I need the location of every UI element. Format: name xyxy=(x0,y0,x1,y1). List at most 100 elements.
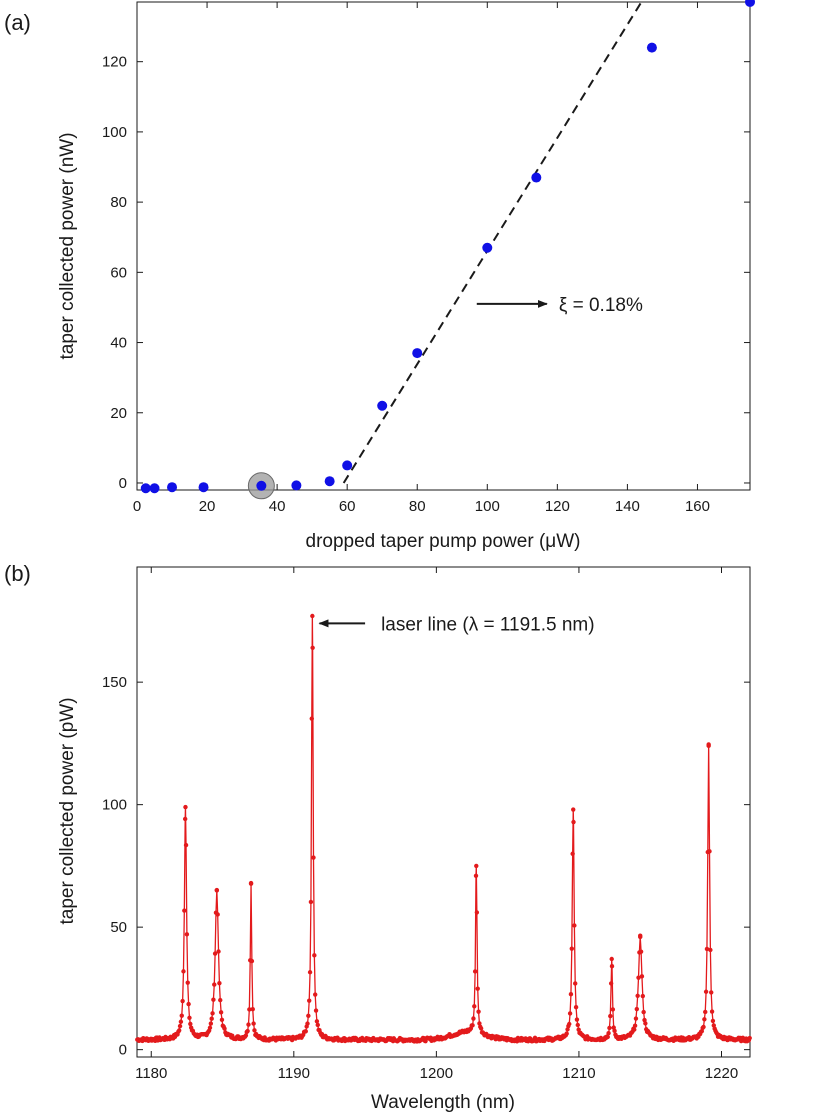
x-tick-label: 100 xyxy=(475,498,500,515)
y-tick-label: 40 xyxy=(110,335,127,352)
spectrum-point xyxy=(470,1023,475,1028)
data-point xyxy=(377,400,388,411)
data-point xyxy=(291,480,302,491)
data-point xyxy=(167,482,178,493)
spectrum-point xyxy=(610,1007,616,1012)
x-tick-label: 1200 xyxy=(420,1065,453,1082)
spectrum-point xyxy=(643,1021,648,1026)
spectrum-point xyxy=(636,975,641,980)
spectrum-point xyxy=(476,1009,481,1014)
spectrum-point xyxy=(477,1021,482,1026)
spectrum-point xyxy=(608,981,614,986)
chart-a-y-axis-label: taper collected power (nW) xyxy=(57,132,78,359)
spectrum-point xyxy=(709,1009,715,1014)
spectrum-point xyxy=(209,1016,214,1021)
spectrum-point xyxy=(310,613,315,619)
spectrum-point xyxy=(248,880,254,886)
data-point xyxy=(324,476,335,487)
spectrum-point xyxy=(706,743,711,749)
panel-b-label: (b) xyxy=(4,561,31,586)
chart-a-x-axis-label: dropped taper pump power (μW) xyxy=(306,531,581,552)
spectrum-point xyxy=(214,888,220,893)
xi-annotation-label: ξ = 0.18% xyxy=(559,295,643,316)
spectrum-point xyxy=(607,1025,612,1031)
chart-b-annotation: laser line (λ = 1191.5 nm) xyxy=(318,614,595,635)
spectrum-point xyxy=(218,1010,224,1015)
spectrum-point xyxy=(641,1009,646,1015)
spectrum-point xyxy=(252,1028,257,1033)
y-tick-label: 0 xyxy=(119,475,127,492)
fit-line xyxy=(342,1,643,484)
spectrum-line xyxy=(137,615,751,1044)
spectrum-point xyxy=(569,946,574,951)
spectrum-point xyxy=(312,953,317,958)
chart-b-y-axis-label: taper collected power (pW) xyxy=(57,697,78,924)
spectrum-point xyxy=(212,951,218,956)
spectrum-point xyxy=(182,816,188,822)
x-tick-label: 40 xyxy=(269,498,286,515)
spectrum-point xyxy=(474,863,479,869)
spectrum-point xyxy=(571,807,576,812)
spectrum-point xyxy=(210,1011,215,1016)
spectrum-point xyxy=(703,1009,708,1015)
data-point xyxy=(149,483,160,494)
spectrum-point xyxy=(609,964,615,969)
spectrum-point xyxy=(565,1027,570,1032)
spectrum-point xyxy=(707,849,712,854)
spectrum-point xyxy=(211,997,216,1002)
spectrum-point xyxy=(609,956,614,962)
data-point xyxy=(531,172,542,183)
spectrum-point xyxy=(574,1017,580,1022)
spectrum-point xyxy=(181,969,186,974)
spectrum-point xyxy=(184,932,190,937)
spectrum-point xyxy=(310,645,315,650)
spectrum-point xyxy=(642,1017,647,1023)
data-point xyxy=(412,348,423,359)
x-tick-label: 60 xyxy=(339,498,356,515)
spectrum-point xyxy=(308,899,314,905)
spectrum-point xyxy=(217,980,222,986)
spectrum-point xyxy=(478,1026,484,1031)
data-point xyxy=(140,483,151,494)
spectrum-point xyxy=(183,842,189,848)
spectrum-point xyxy=(572,923,577,928)
data-point xyxy=(342,460,353,471)
spectrum-point xyxy=(305,1021,310,1026)
spectrum-point xyxy=(606,1030,611,1036)
chart-b-spectrum xyxy=(135,613,752,1044)
x-tick-label: 20 xyxy=(199,498,216,515)
y-tick-label: 80 xyxy=(110,194,127,211)
chart-a-frame xyxy=(136,1,751,491)
spectrum-point xyxy=(638,934,643,940)
y-tick-label: 150 xyxy=(102,674,127,691)
spectrum-point xyxy=(632,1027,637,1032)
spectrum-point xyxy=(218,997,223,1003)
y-tick-label: 100 xyxy=(102,797,127,814)
spectrum-point xyxy=(702,1017,707,1022)
spectrum-point xyxy=(634,1006,640,1012)
spectrum-point xyxy=(188,1021,193,1027)
spectrum-point xyxy=(573,1004,579,1010)
spectrum-point xyxy=(471,1016,476,1021)
spectrum-point xyxy=(177,1023,183,1029)
spectrum-point xyxy=(612,1028,617,1034)
spectrum-point xyxy=(186,1001,191,1007)
spectrum-point xyxy=(212,982,217,987)
x-tick-label: 120 xyxy=(545,498,570,515)
laser-line-annotation-label: laser line (λ = 1191.5 nm) xyxy=(381,614,595,635)
spectrum-point xyxy=(180,998,185,1004)
x-tick-label: 160 xyxy=(685,498,710,515)
chart-a-points xyxy=(140,0,755,500)
spectrum-point xyxy=(307,998,312,1003)
data-point xyxy=(646,42,657,53)
y-tick-label: 20 xyxy=(110,405,127,422)
spectrum-point xyxy=(567,1011,573,1016)
chart-a-y-ticks: 0 20 40 60 80 100 120 xyxy=(102,54,750,492)
spectrum-point xyxy=(216,949,221,954)
chart-b: 1180 1190 1200 1210 1220 0 50 100 150 laser lin… xyxy=(57,566,752,1113)
chart-b-x-ticks: 1180 1190 1200 1210 1220 xyxy=(135,567,738,1082)
chart-a-annotation: ξ = 0.18% xyxy=(476,295,643,316)
data-point xyxy=(256,480,267,491)
spectrum-point xyxy=(309,716,314,721)
